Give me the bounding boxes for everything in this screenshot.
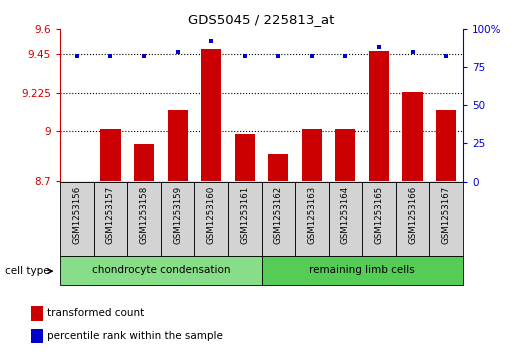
- Bar: [127, 182, 161, 256]
- Text: transformed count: transformed count: [48, 309, 145, 318]
- Bar: [436, 110, 456, 182]
- Bar: [396, 182, 429, 256]
- Text: remaining limb cells: remaining limb cells: [309, 265, 415, 276]
- Point: [274, 54, 282, 60]
- Point: [442, 54, 450, 60]
- Point: [174, 49, 182, 55]
- Bar: [100, 129, 120, 182]
- Text: percentile rank within the sample: percentile rank within the sample: [48, 331, 223, 341]
- Point: [241, 54, 249, 60]
- Point: [308, 54, 316, 60]
- Bar: [31, 329, 43, 343]
- Point: [73, 54, 81, 60]
- Text: GSM1253166: GSM1253166: [408, 186, 417, 244]
- Text: GSM1253157: GSM1253157: [106, 186, 115, 244]
- Point: [207, 38, 215, 44]
- Text: GSM1253159: GSM1253159: [173, 186, 182, 244]
- Bar: [31, 306, 43, 321]
- Point: [408, 49, 417, 55]
- Bar: [195, 182, 228, 256]
- Text: chondrocyte condensation: chondrocyte condensation: [92, 265, 230, 276]
- Text: GSM1253163: GSM1253163: [308, 186, 316, 244]
- Bar: [60, 182, 94, 256]
- Bar: [362, 182, 396, 256]
- Text: GSM1253156: GSM1253156: [72, 186, 82, 244]
- Title: GDS5045 / 225813_at: GDS5045 / 225813_at: [188, 13, 335, 26]
- Text: GSM1253165: GSM1253165: [374, 186, 383, 244]
- Bar: [403, 92, 423, 182]
- Text: GSM1253158: GSM1253158: [140, 186, 149, 244]
- Point: [140, 54, 148, 60]
- Bar: [228, 182, 262, 256]
- Bar: [134, 144, 154, 182]
- Text: GSM1253160: GSM1253160: [207, 186, 215, 244]
- Bar: [94, 182, 127, 256]
- Bar: [235, 134, 255, 182]
- Bar: [268, 154, 288, 182]
- Text: GSM1253164: GSM1253164: [341, 186, 350, 244]
- Text: cell type: cell type: [5, 266, 50, 276]
- Text: GSM1253161: GSM1253161: [240, 186, 249, 244]
- Bar: [262, 256, 463, 285]
- Bar: [429, 182, 463, 256]
- Point: [375, 44, 383, 50]
- Text: GSM1253167: GSM1253167: [441, 186, 451, 244]
- Bar: [328, 182, 362, 256]
- Bar: [295, 182, 328, 256]
- Point: [106, 54, 115, 60]
- Text: GSM1253162: GSM1253162: [274, 186, 283, 244]
- Bar: [167, 110, 188, 182]
- Bar: [302, 129, 322, 182]
- Bar: [60, 256, 262, 285]
- Point: [341, 54, 349, 60]
- Bar: [262, 182, 295, 256]
- Bar: [369, 51, 389, 182]
- Bar: [201, 49, 221, 182]
- Bar: [335, 129, 356, 182]
- Bar: [161, 182, 195, 256]
